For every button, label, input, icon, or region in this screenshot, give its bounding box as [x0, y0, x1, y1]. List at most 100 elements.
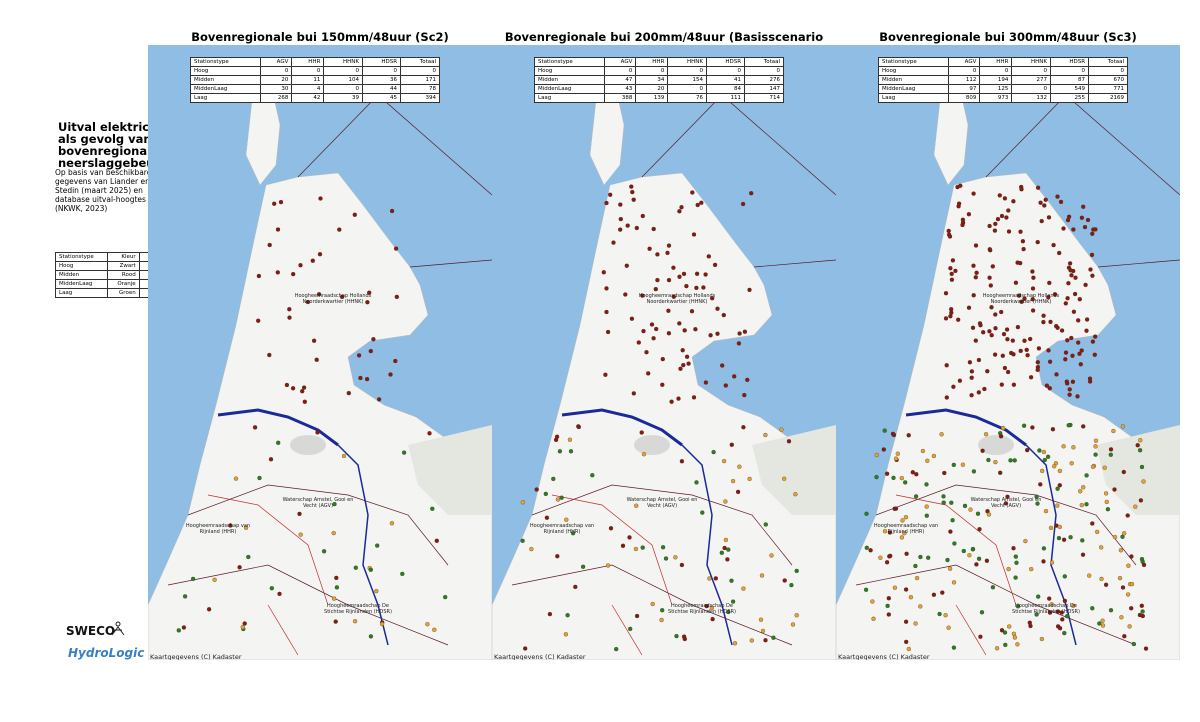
station-dot	[554, 434, 560, 439]
station-dot	[710, 296, 715, 301]
station-dot	[647, 246, 652, 251]
station-dot	[301, 385, 307, 390]
station-dot	[1049, 602, 1054, 607]
station-dot	[1059, 328, 1065, 333]
station-dot	[1095, 529, 1100, 535]
table-row: Laag 809 973 132 255 2169	[878, 93, 1128, 103]
table-cell: Midden	[54, 270, 109, 280]
table-header-cell: HDSR	[1049, 57, 1090, 67]
station-dot	[673, 555, 678, 560]
station-dot	[1099, 576, 1104, 582]
station-dot	[951, 384, 956, 389]
station-dot	[737, 464, 742, 469]
station-dot	[1016, 293, 1022, 298]
station-dot	[365, 300, 370, 305]
station-dot	[1030, 308, 1036, 313]
map-label: Hoogheemraadschap Hollands Noorderkwarti…	[982, 293, 1060, 305]
station-dot	[630, 189, 635, 195]
station-dot	[952, 541, 957, 546]
station-dot	[352, 212, 357, 217]
table-cell: 276	[744, 75, 784, 85]
station-dot	[700, 510, 705, 515]
station-dot	[789, 582, 794, 588]
station-dot	[339, 294, 345, 300]
station-dot	[1137, 448, 1143, 453]
station-dot	[1072, 291, 1078, 297]
station-dot	[1063, 350, 1069, 355]
station-dot	[960, 462, 966, 467]
table-cell: Groen	[107, 288, 140, 298]
station-dot	[939, 432, 944, 437]
station-dot	[639, 430, 644, 435]
station-dot	[316, 292, 322, 297]
table-cell: 771	[1088, 84, 1128, 94]
table-cell: 670	[1088, 75, 1128, 85]
station-dot	[790, 622, 796, 627]
table-cell: 0	[323, 66, 363, 76]
station-dot	[432, 627, 437, 632]
station-dot	[651, 226, 656, 232]
station-dot	[989, 333, 994, 338]
station-dot	[375, 543, 380, 548]
station-dot	[300, 389, 305, 394]
station-dot	[625, 223, 630, 228]
station-dot	[1085, 217, 1091, 223]
station-dot	[1055, 503, 1060, 508]
station-dot	[547, 611, 553, 617]
panel-title: Bovenregionale bui 300mm/48uur (Sc3)	[879, 30, 1137, 44]
station-dot	[1030, 425, 1035, 430]
station-dot	[1028, 623, 1033, 629]
table-cell: 0	[979, 66, 1013, 76]
station-dot	[212, 577, 217, 582]
station-dot	[1040, 468, 1045, 474]
station-dot	[1071, 309, 1077, 314]
station-dot	[1039, 218, 1044, 224]
station-dot	[1073, 275, 1078, 280]
station-dot	[1046, 295, 1051, 300]
station-dot	[275, 227, 281, 232]
station-dot	[956, 317, 961, 322]
station-dot	[980, 448, 985, 453]
table-cell: 43	[603, 84, 637, 94]
station-dot	[732, 374, 737, 379]
station-dot	[604, 200, 609, 206]
station-dot	[1055, 486, 1060, 491]
station-dot	[636, 340, 641, 345]
station-dot	[893, 456, 899, 461]
station-dot	[884, 471, 890, 476]
station-dot	[1062, 598, 1068, 604]
station-dot	[660, 608, 665, 613]
station-dot	[1055, 194, 1060, 199]
table-row: MiddenLaag 43 20 0 84 147	[534, 84, 784, 94]
station-dot	[1108, 608, 1114, 613]
station-dot	[356, 353, 362, 358]
station-dot	[686, 361, 691, 366]
station-dot	[631, 197, 636, 202]
station-dot	[701, 285, 706, 290]
station-dot	[871, 616, 876, 621]
station-dot	[742, 392, 747, 398]
station-dot	[1099, 545, 1104, 550]
station-dot	[703, 380, 709, 385]
table-cell: 76	[667, 93, 707, 103]
station-dot	[684, 354, 690, 359]
station-dot	[1002, 630, 1008, 635]
station-dot	[655, 252, 660, 257]
station-dot	[944, 395, 949, 400]
table-header-cell: HHNK	[667, 57, 707, 67]
station-dot	[995, 216, 1001, 222]
station-dot	[1004, 327, 1010, 332]
station-dot	[694, 480, 699, 485]
station-dot	[1015, 642, 1020, 647]
station-dot	[1092, 352, 1097, 357]
station-dot	[1031, 275, 1036, 280]
station-dot	[758, 617, 764, 622]
station-dot	[1067, 261, 1073, 266]
station-dot	[742, 329, 748, 334]
station-dot	[523, 646, 528, 651]
station-dot	[272, 201, 277, 206]
station-dot	[721, 312, 726, 318]
table-cell: 4	[291, 84, 325, 94]
table-cell: 171	[400, 75, 440, 85]
station-dot	[1133, 504, 1138, 509]
